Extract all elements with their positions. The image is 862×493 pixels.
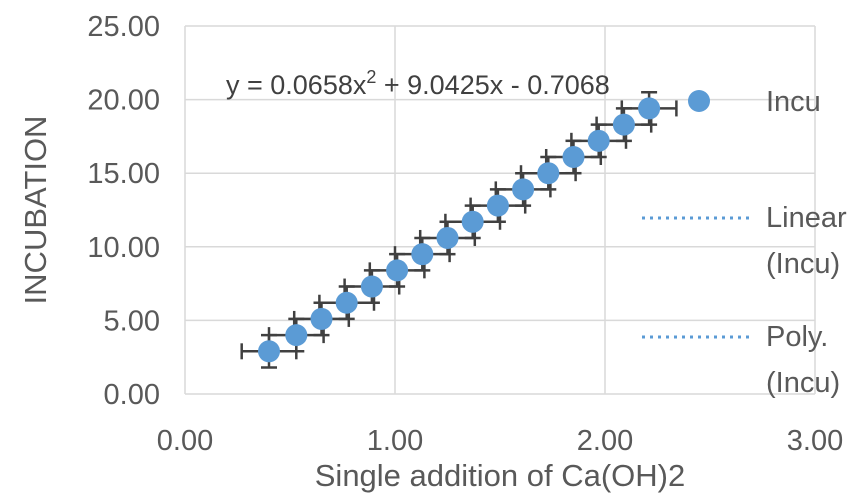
- y-tick-label: 10.00: [87, 232, 160, 264]
- y-tick-label: 0.00: [104, 379, 160, 411]
- data-point: [285, 324, 308, 347]
- trendline-equation: y = 0.0658x2 + 9.0425x - 0.7068: [226, 67, 610, 100]
- data-point: [411, 243, 434, 266]
- gridlines: [184, 25, 816, 395]
- data-point: [258, 340, 280, 363]
- y-tick-label: 20.00: [87, 85, 160, 117]
- x-axis-title: Single addition of Ca(OH)2: [315, 458, 685, 493]
- data-point: [461, 210, 484, 233]
- legend-label-poly-2: (Incu): [766, 367, 840, 399]
- y-tick-label: 5.00: [104, 305, 160, 337]
- error-bars: [240, 90, 678, 369]
- data-point: [436, 226, 459, 249]
- data-point: [310, 307, 333, 330]
- legend: Incu Linear (Incu) Poly. (Incu): [642, 86, 847, 399]
- x-tick-label: 1.00: [367, 425, 423, 457]
- data-point: [386, 259, 409, 282]
- x-tick-label: 2.00: [577, 425, 633, 457]
- data-points: [258, 97, 661, 363]
- y-axis-title: INCUBATION: [18, 116, 53, 305]
- y-tick-label: 15.00: [87, 158, 160, 190]
- y-tick-labels: 0.00 5.00 10.00 15.00 20.00 25.00: [87, 11, 160, 411]
- legend-label-linear: Linear: [766, 202, 847, 234]
- x-tick-labels: 0.00 1.00 2.00 3.00: [157, 425, 843, 457]
- legend-label-incu: Incu: [766, 86, 821, 118]
- data-point: [638, 97, 661, 120]
- data-point: [587, 129, 610, 152]
- y-tick-label: 25.00: [87, 11, 160, 43]
- data-point: [486, 194, 509, 217]
- x-tick-label: 0.00: [157, 425, 213, 457]
- legend-marker-incu: [688, 90, 710, 112]
- data-point: [360, 275, 383, 298]
- legend-label-linear-2: (Incu): [766, 248, 840, 280]
- data-point: [612, 113, 635, 136]
- data-point: [512, 178, 535, 201]
- data-point: [335, 291, 358, 314]
- data-point: [537, 162, 560, 185]
- data-point: [562, 146, 585, 169]
- x-tick-label: 3.00: [787, 425, 843, 457]
- legend-label-poly: Poly.: [766, 321, 828, 353]
